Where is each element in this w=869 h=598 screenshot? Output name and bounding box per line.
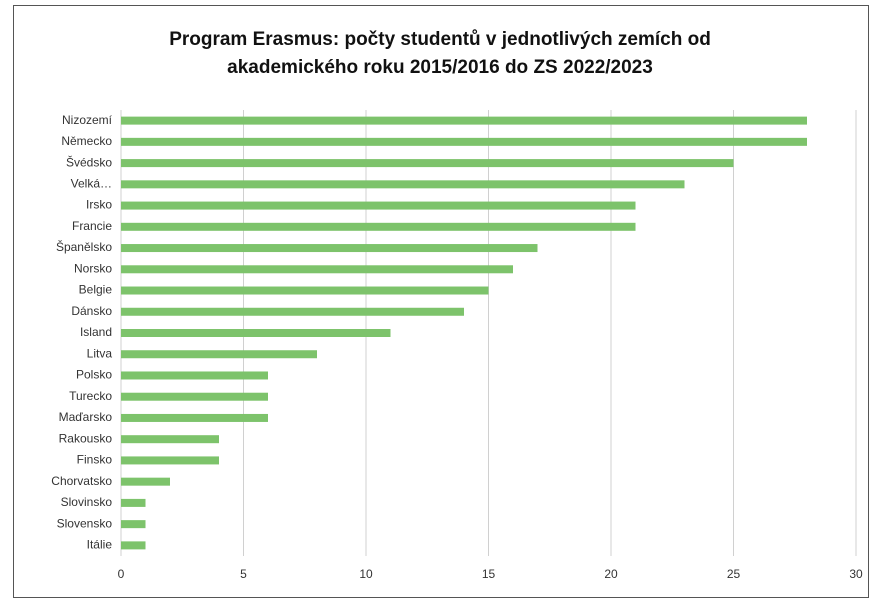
bar <box>121 265 513 274</box>
bar <box>121 286 489 295</box>
bar <box>121 180 685 189</box>
bar <box>121 392 268 401</box>
bar <box>121 116 807 125</box>
bar <box>121 307 464 316</box>
bar <box>121 244 538 253</box>
bar <box>121 456 219 465</box>
y-tick-label: Německo <box>61 134 112 148</box>
y-tick-label: Francie <box>72 219 112 233</box>
bar <box>121 477 170 486</box>
chart-border <box>13 5 869 598</box>
y-tick-label: Litva <box>87 346 113 360</box>
bar <box>121 435 219 444</box>
x-tick-label: 20 <box>604 567 618 581</box>
y-tick-label: Dánsko <box>71 304 112 318</box>
x-tick-label: 25 <box>727 567 741 581</box>
y-tick-label: Itálie <box>87 538 113 552</box>
bar <box>121 137 807 146</box>
y-tick-label: Island <box>80 325 112 339</box>
x-tick-label: 15 <box>482 567 496 581</box>
y-tick-label: Maďarsko <box>59 410 113 424</box>
x-tick-label: 30 <box>849 567 863 581</box>
y-tick-label: Chorvatsko <box>51 474 112 488</box>
bar <box>121 222 636 231</box>
y-tick-label: Švédsko <box>66 154 112 169</box>
x-tick-label: 5 <box>240 567 247 581</box>
bar <box>121 520 146 529</box>
x-tick-label: 0 <box>118 567 125 581</box>
y-tick-label: Turecko <box>69 389 112 403</box>
bar <box>121 371 268 380</box>
y-tick-label: Polsko <box>76 368 112 382</box>
bar <box>121 413 268 422</box>
bar <box>121 350 317 359</box>
y-tick-label: Finsko <box>77 453 113 467</box>
bar <box>121 498 146 507</box>
y-tick-label: Rakousko <box>59 431 113 445</box>
x-tick-label: 10 <box>359 567 373 581</box>
y-tick-label: Norsko <box>74 261 112 275</box>
y-tick-label: Slovensko <box>57 516 113 530</box>
y-tick-label: Velká… <box>71 177 112 191</box>
y-tick-label: Španělsko <box>56 239 112 254</box>
y-tick-label: Belgie <box>79 283 113 297</box>
y-tick-label: Irsko <box>86 198 112 212</box>
bar <box>121 541 146 550</box>
chart-title: Program Erasmus: počty studentů v jednot… <box>169 29 711 78</box>
y-tick-label: Slovinsko <box>61 495 113 509</box>
bar <box>121 159 734 168</box>
y-tick-label: Nizozemí <box>62 113 113 127</box>
bar <box>121 329 391 337</box>
bar <box>121 201 636 210</box>
